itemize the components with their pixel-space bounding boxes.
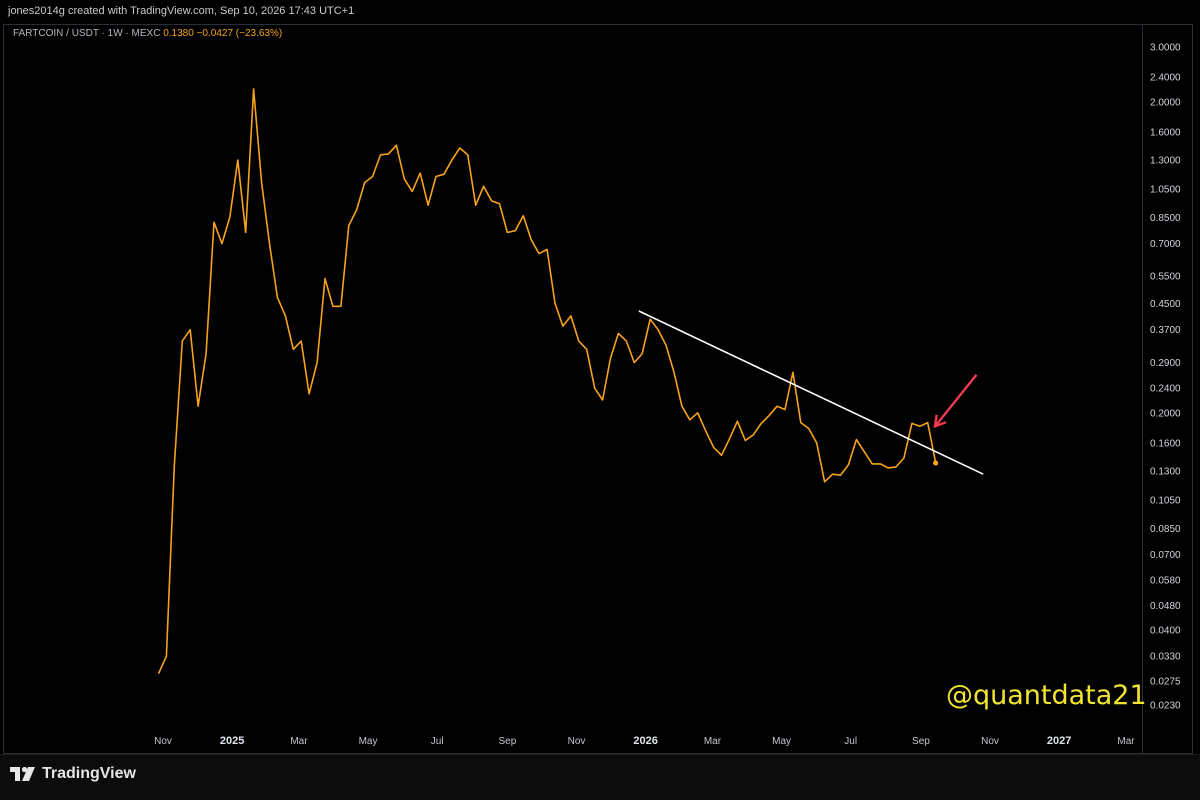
footer-bar: TradingView xyxy=(0,754,1200,800)
attribution-caption: jones2014g created with TradingView.com,… xyxy=(8,5,355,17)
y-tick-label: 0.5500 xyxy=(1150,272,1181,283)
y-tick-label: 0.0700 xyxy=(1150,550,1181,561)
y-tick-label: 0.0275 xyxy=(1150,676,1181,687)
x-tick-label: Sep xyxy=(912,736,930,747)
tradingview-logo-icon xyxy=(10,766,35,781)
y-tick-label: 2.0000 xyxy=(1150,97,1181,108)
time-axis[interactable]: Nov 2025 Mar May Jul Sep Nov 2026 Mar May Jul Sep No… xyxy=(154,735,1135,747)
price-series-line xyxy=(157,88,937,675)
y-tick-label: 1.0500 xyxy=(1150,184,1181,195)
price-axis-separator xyxy=(1142,25,1143,753)
y-tick-label: 0.0850 xyxy=(1150,524,1181,535)
x-tick-label: 2026 xyxy=(633,735,657,747)
trendline[interactable] xyxy=(638,310,984,475)
y-tick-label: 0.0480 xyxy=(1150,601,1181,612)
author-watermark: @quantdata21 xyxy=(946,680,1147,711)
y-tick-label: 0.0580 xyxy=(1150,576,1181,587)
y-tick-label: 0.3700 xyxy=(1150,325,1181,336)
y-tick-label: 0.7000 xyxy=(1150,239,1181,250)
x-tick-label: Nov xyxy=(568,736,586,747)
y-tick-label: 1.6000 xyxy=(1150,127,1181,138)
y-tick-label: 0.1600 xyxy=(1150,438,1181,449)
x-tick-label: May xyxy=(359,736,378,747)
x-tick-label: Jul xyxy=(431,736,444,747)
last-price-dot xyxy=(933,460,939,466)
brand-name: TradingView xyxy=(42,765,136,782)
x-tick-label: Jul xyxy=(844,736,857,747)
price-change: −0.0427 (−23.63%) xyxy=(196,28,283,39)
x-tick-label: Nov xyxy=(154,736,172,747)
y-tick-label: 0.2400 xyxy=(1150,384,1181,395)
y-tick-label: 0.4500 xyxy=(1150,299,1181,310)
y-tick-label: 0.1300 xyxy=(1150,467,1181,478)
x-tick-label: Mar xyxy=(1117,736,1135,747)
x-tick-label: 2025 xyxy=(220,735,244,747)
x-tick-label: Sep xyxy=(499,736,517,747)
y-tick-label: 0.8500 xyxy=(1150,213,1181,224)
x-tick-label: Nov xyxy=(981,736,999,747)
series-layer xyxy=(157,88,939,675)
chart-frame xyxy=(3,24,1193,754)
y-tick-label: 0.1050 xyxy=(1150,495,1181,506)
brand[interactable]: TradingView xyxy=(10,765,136,783)
annotation-layer xyxy=(638,310,984,475)
y-tick-label: 0.2900 xyxy=(1150,358,1181,369)
symbol-label: FARTCOIN / USDT · 1W · MEXC xyxy=(13,28,161,39)
last-price: 0.1380 xyxy=(163,28,194,39)
price-axis[interactable]: 3.0000 2.4000 2.0000 1.6000 1.3000 1.0500 0.85… xyxy=(1150,43,1181,712)
y-tick-label: 0.2000 xyxy=(1150,408,1181,419)
y-tick-label: 0.0400 xyxy=(1150,626,1181,637)
x-tick-label: May xyxy=(772,736,791,747)
x-tick-label: 2027 xyxy=(1047,735,1071,747)
x-tick-label: Mar xyxy=(704,736,722,747)
y-tick-label: 3.0000 xyxy=(1150,43,1181,54)
price-chart[interactable]: 3.0000 2.4000 2.0000 1.6000 1.3000 1.0500 0.85… xyxy=(0,0,1200,754)
y-tick-label: 2.4000 xyxy=(1150,73,1181,84)
symbol-legend: FARTCOIN / USDT · 1W · MEXC 0.1380 −0.04… xyxy=(13,28,282,39)
y-tick-label: 1.3000 xyxy=(1150,155,1181,166)
x-tick-label: Mar xyxy=(290,736,308,747)
arrow-annotation[interactable] xyxy=(936,374,978,426)
top-bar: jones2014g created with TradingView.com,… xyxy=(0,0,1200,24)
y-tick-label: 0.0330 xyxy=(1150,652,1181,663)
y-tick-label: 0.0230 xyxy=(1150,701,1181,712)
